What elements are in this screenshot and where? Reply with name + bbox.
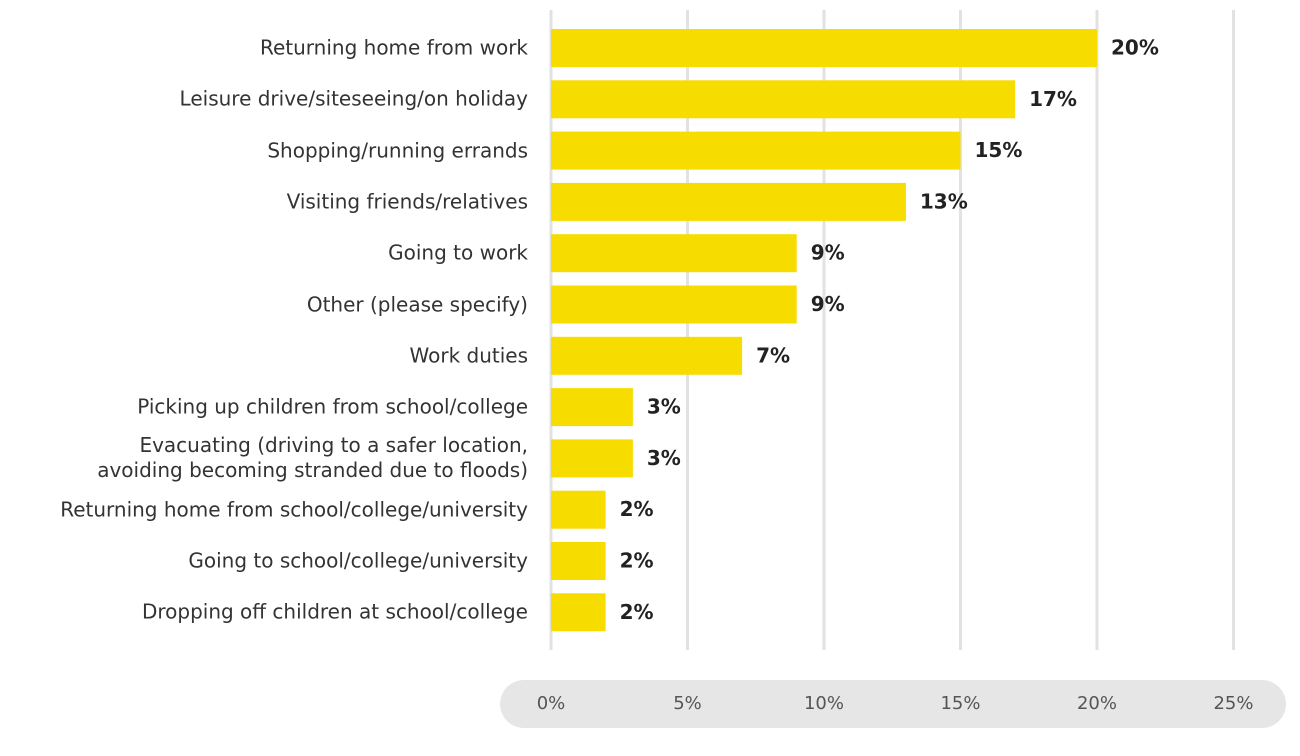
category-label: Work duties: [409, 343, 529, 368]
x-tick-label: 10%: [804, 693, 844, 714]
bar: [551, 80, 1016, 119]
category-label: Visiting friends/relatives: [286, 189, 528, 214]
x-tick-label: 15%: [940, 693, 980, 714]
bar: [551, 542, 606, 580]
bar: [551, 336, 743, 375]
x-tick-label: 0%: [537, 693, 566, 714]
category-label: Going to school/college/university: [188, 548, 528, 573]
category-label: Returning home from school/college/unive…: [60, 497, 528, 522]
value-label: 13%: [920, 189, 968, 213]
x-tick-label: 25%: [1213, 693, 1253, 714]
value-label: 2%: [620, 497, 654, 521]
bar: [551, 29, 1097, 67]
axis-band: [500, 680, 1286, 728]
value-label: 15%: [975, 138, 1023, 162]
value-label: 3%: [647, 395, 681, 419]
bar: [551, 234, 797, 273]
x-tick-label: 20%: [1077, 693, 1117, 714]
category-label: Returning home from work: [259, 35, 528, 60]
x-tick-label: 5%: [673, 693, 702, 714]
value-label: 2%: [620, 549, 654, 573]
category-label: Shopping/running errands: [267, 138, 528, 163]
value-label: 3%: [647, 446, 681, 470]
value-label: 2%: [620, 600, 654, 624]
category-label: Other (please specify): [306, 292, 528, 316]
bar: [551, 285, 797, 324]
bar: [551, 131, 961, 170]
bar: [551, 490, 606, 529]
value-label: 9%: [811, 292, 845, 316]
category-label: Evacuating (driving to a safer location,…: [97, 433, 528, 483]
category-label: Leisure drive/siteseeing/on holiday: [179, 86, 528, 111]
category-label: Picking up children from school/college: [137, 394, 528, 419]
value-label: 20%: [1111, 36, 1159, 60]
value-label: 9%: [811, 241, 845, 265]
category-label: Going to work: [388, 240, 528, 265]
bar: [551, 388, 633, 427]
bar: [551, 439, 633, 478]
category-label: Dropping off children at school/college: [141, 599, 528, 624]
value-label: 17%: [1029, 87, 1077, 111]
bar: [551, 182, 906, 221]
bar: [551, 593, 606, 632]
value-label: 7%: [756, 343, 790, 367]
